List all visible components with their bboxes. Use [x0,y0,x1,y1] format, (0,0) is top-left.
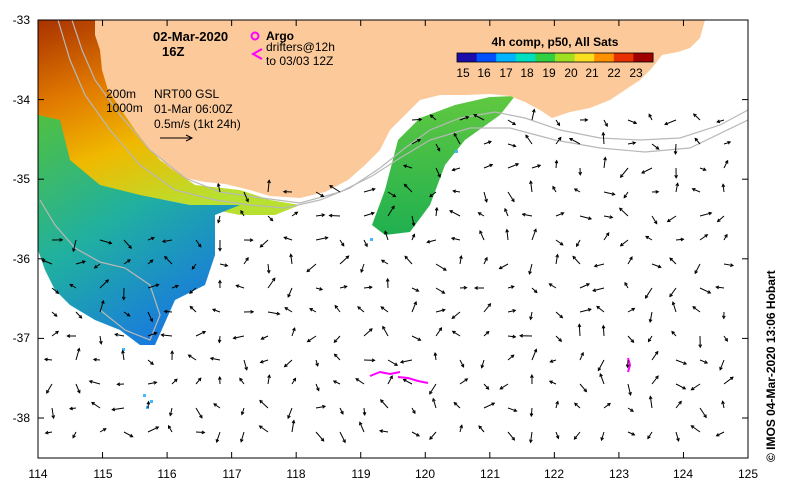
sst-offshore-patch [372,96,515,235]
colorbar-segment [496,53,517,62]
lon-label: 122 [544,467,564,481]
lat-label: -34 [13,93,31,107]
colorbar-title: 4h comp, p50, All Sats [492,35,619,49]
colorbar-tick: 17 [499,66,513,80]
sst-cool-field [38,115,240,345]
longitude-axis: 114 115 116 117 118 119 120 121 122 123 … [28,467,758,481]
lon-label: 116 [157,467,176,481]
drifters-label: drifters@12h [266,40,335,54]
colorbar-tick: 16 [477,66,491,80]
latitude-axis: -33 -34 -35 -36 -37 -38 [13,13,31,425]
colorbar-segment [457,53,478,62]
colorbar-segment [594,53,615,62]
lat-label: -38 [13,411,31,425]
lat-label: -35 [13,172,31,186]
map-date: 02-Mar-2020 [153,29,228,44]
lat-label: -36 [13,252,31,266]
lon-label: 125 [738,467,758,481]
colorbar-segment [555,53,576,62]
lon-label: 123 [609,467,629,481]
lat-label: -37 [13,331,31,345]
bathymetry-contours [39,20,748,341]
lon-label: 120 [415,467,435,481]
currents-scale-label: 0.5m/s (1kt 24h) [154,117,241,131]
current-vectors [41,108,735,444]
plot-frame [37,19,749,459]
lat-label: -33 [13,13,31,27]
colorbar-segment [613,53,634,62]
colorbar-segment [515,53,536,62]
colorbar-tick: 18 [520,66,534,80]
colorbar-tick: 22 [607,66,621,80]
argo-legend: Argo [250,29,294,43]
colorbar-tick: 23 [629,66,643,80]
contour-200-label: 200m [106,87,136,101]
contour-1000-label: 1000m [106,101,143,115]
lon-label: 121 [480,467,500,481]
argo-icon [250,31,260,41]
currents-time-label: 01-Mar 06:00Z [154,102,233,116]
imos-credit: © IMOS 04-Mar-2020 13:06 Hobart [764,270,778,462]
argo-label: Argo [266,29,294,43]
drifter-icon [250,48,263,60]
sst-colorbar [457,53,654,62]
colorbar-tick: 19 [542,66,556,80]
colorbar-segment [535,53,556,62]
colorbar-segment [633,53,654,62]
colorbar-ticks: 15 16 17 18 19 20 21 22 23 [456,66,643,80]
colorbar-tick: 15 [456,66,470,80]
lon-label: 119 [351,467,370,481]
lon-label: 118 [286,467,305,481]
colorbar-frame [456,52,654,63]
scale-arrow [160,134,194,142]
axis-tickmarks [37,19,749,458]
colorbar-tick: 21 [585,66,599,80]
lon-label: 115 [93,467,112,481]
drifters-to-label: to 03/03 12Z [266,54,333,68]
colorbar-tick: 20 [564,66,578,80]
colorbar-segment [476,53,497,62]
drifter-tracks [369,357,632,384]
drifters-legend: drifters@12h to 03/03 12Z [250,40,335,68]
lon-label: 124 [673,467,693,481]
colorbar-segment [574,53,595,62]
australia-landmass [95,20,705,198]
currents-source-label: NRT00 GSL [154,87,219,101]
sst-speckles [122,150,458,409]
lon-label: 114 [28,467,47,481]
map-hour: 16Z [162,44,184,59]
lon-label: 117 [222,467,241,481]
